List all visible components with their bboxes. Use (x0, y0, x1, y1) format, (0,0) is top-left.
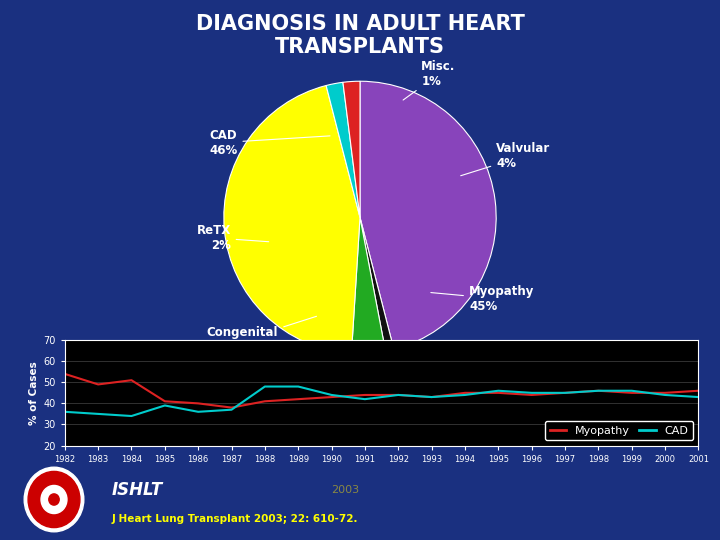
CAD (294, 383, 302, 390)
CAD (594, 388, 603, 394)
CAD (328, 392, 336, 398)
Y-axis label: % of Cases: % of Cases (30, 361, 39, 425)
Myopathy (294, 396, 302, 402)
Myopathy (161, 398, 169, 404)
Myopathy (261, 398, 269, 404)
Circle shape (28, 471, 80, 528)
CAD (494, 388, 503, 394)
Wedge shape (360, 218, 394, 351)
Myopathy (561, 390, 570, 396)
Text: ReTX
2%: ReTX 2% (197, 224, 269, 252)
Wedge shape (351, 218, 385, 354)
CAD (127, 413, 136, 419)
Myopathy (127, 377, 136, 383)
CAD (161, 402, 169, 409)
Myopathy (60, 370, 69, 377)
CAD (461, 392, 469, 398)
CAD (627, 388, 636, 394)
Text: Misc.
1%: Misc. 1% (403, 60, 456, 100)
CAD (94, 410, 102, 417)
Myopathy (627, 390, 636, 396)
Myopathy (661, 390, 670, 396)
Circle shape (41, 485, 67, 514)
Wedge shape (326, 82, 360, 218)
CAD (694, 394, 703, 400)
Myopathy (527, 392, 536, 398)
Myopathy (194, 400, 202, 407)
Myopathy (361, 392, 369, 398)
Myopathy (461, 390, 469, 396)
Myopathy (228, 404, 236, 411)
CAD (194, 409, 202, 415)
Text: Congenital
2%: Congenital 2% (207, 316, 317, 354)
Wedge shape (360, 81, 496, 349)
CAD (561, 390, 570, 396)
CAD (261, 383, 269, 390)
Circle shape (24, 467, 84, 532)
CAD (427, 394, 436, 400)
Text: J Heart Lung Transplant 2003; 22: 610-72.: J Heart Lung Transplant 2003; 22: 610-72… (112, 515, 358, 524)
Text: 2003: 2003 (331, 485, 360, 495)
Myopathy (94, 381, 102, 388)
Line: CAD: CAD (65, 387, 698, 416)
Myopathy (694, 388, 703, 394)
CAD (361, 396, 369, 402)
CAD (527, 390, 536, 396)
Myopathy (394, 392, 402, 398)
CAD (394, 392, 402, 398)
Text: Valvular
4%: Valvular 4% (461, 142, 550, 176)
Myopathy (494, 390, 503, 396)
Text: DIAGNOSIS IN ADULT HEART
TRANSPLANTS: DIAGNOSIS IN ADULT HEART TRANSPLANTS (196, 14, 524, 57)
Wedge shape (224, 85, 360, 353)
CAD (661, 392, 670, 398)
CAD (228, 407, 236, 413)
Circle shape (49, 494, 59, 505)
Myopathy (427, 394, 436, 400)
Myopathy (594, 388, 603, 394)
Wedge shape (343, 81, 360, 218)
Text: ISHLT: ISHLT (112, 481, 163, 499)
CAD (60, 409, 69, 415)
Text: CAD
46%: CAD 46% (210, 129, 330, 157)
Line: Myopathy: Myopathy (65, 374, 698, 408)
Myopathy (328, 394, 336, 400)
Text: Myopathy
45%: Myopathy 45% (431, 285, 534, 313)
Legend: Myopathy, CAD: Myopathy, CAD (545, 421, 693, 440)
